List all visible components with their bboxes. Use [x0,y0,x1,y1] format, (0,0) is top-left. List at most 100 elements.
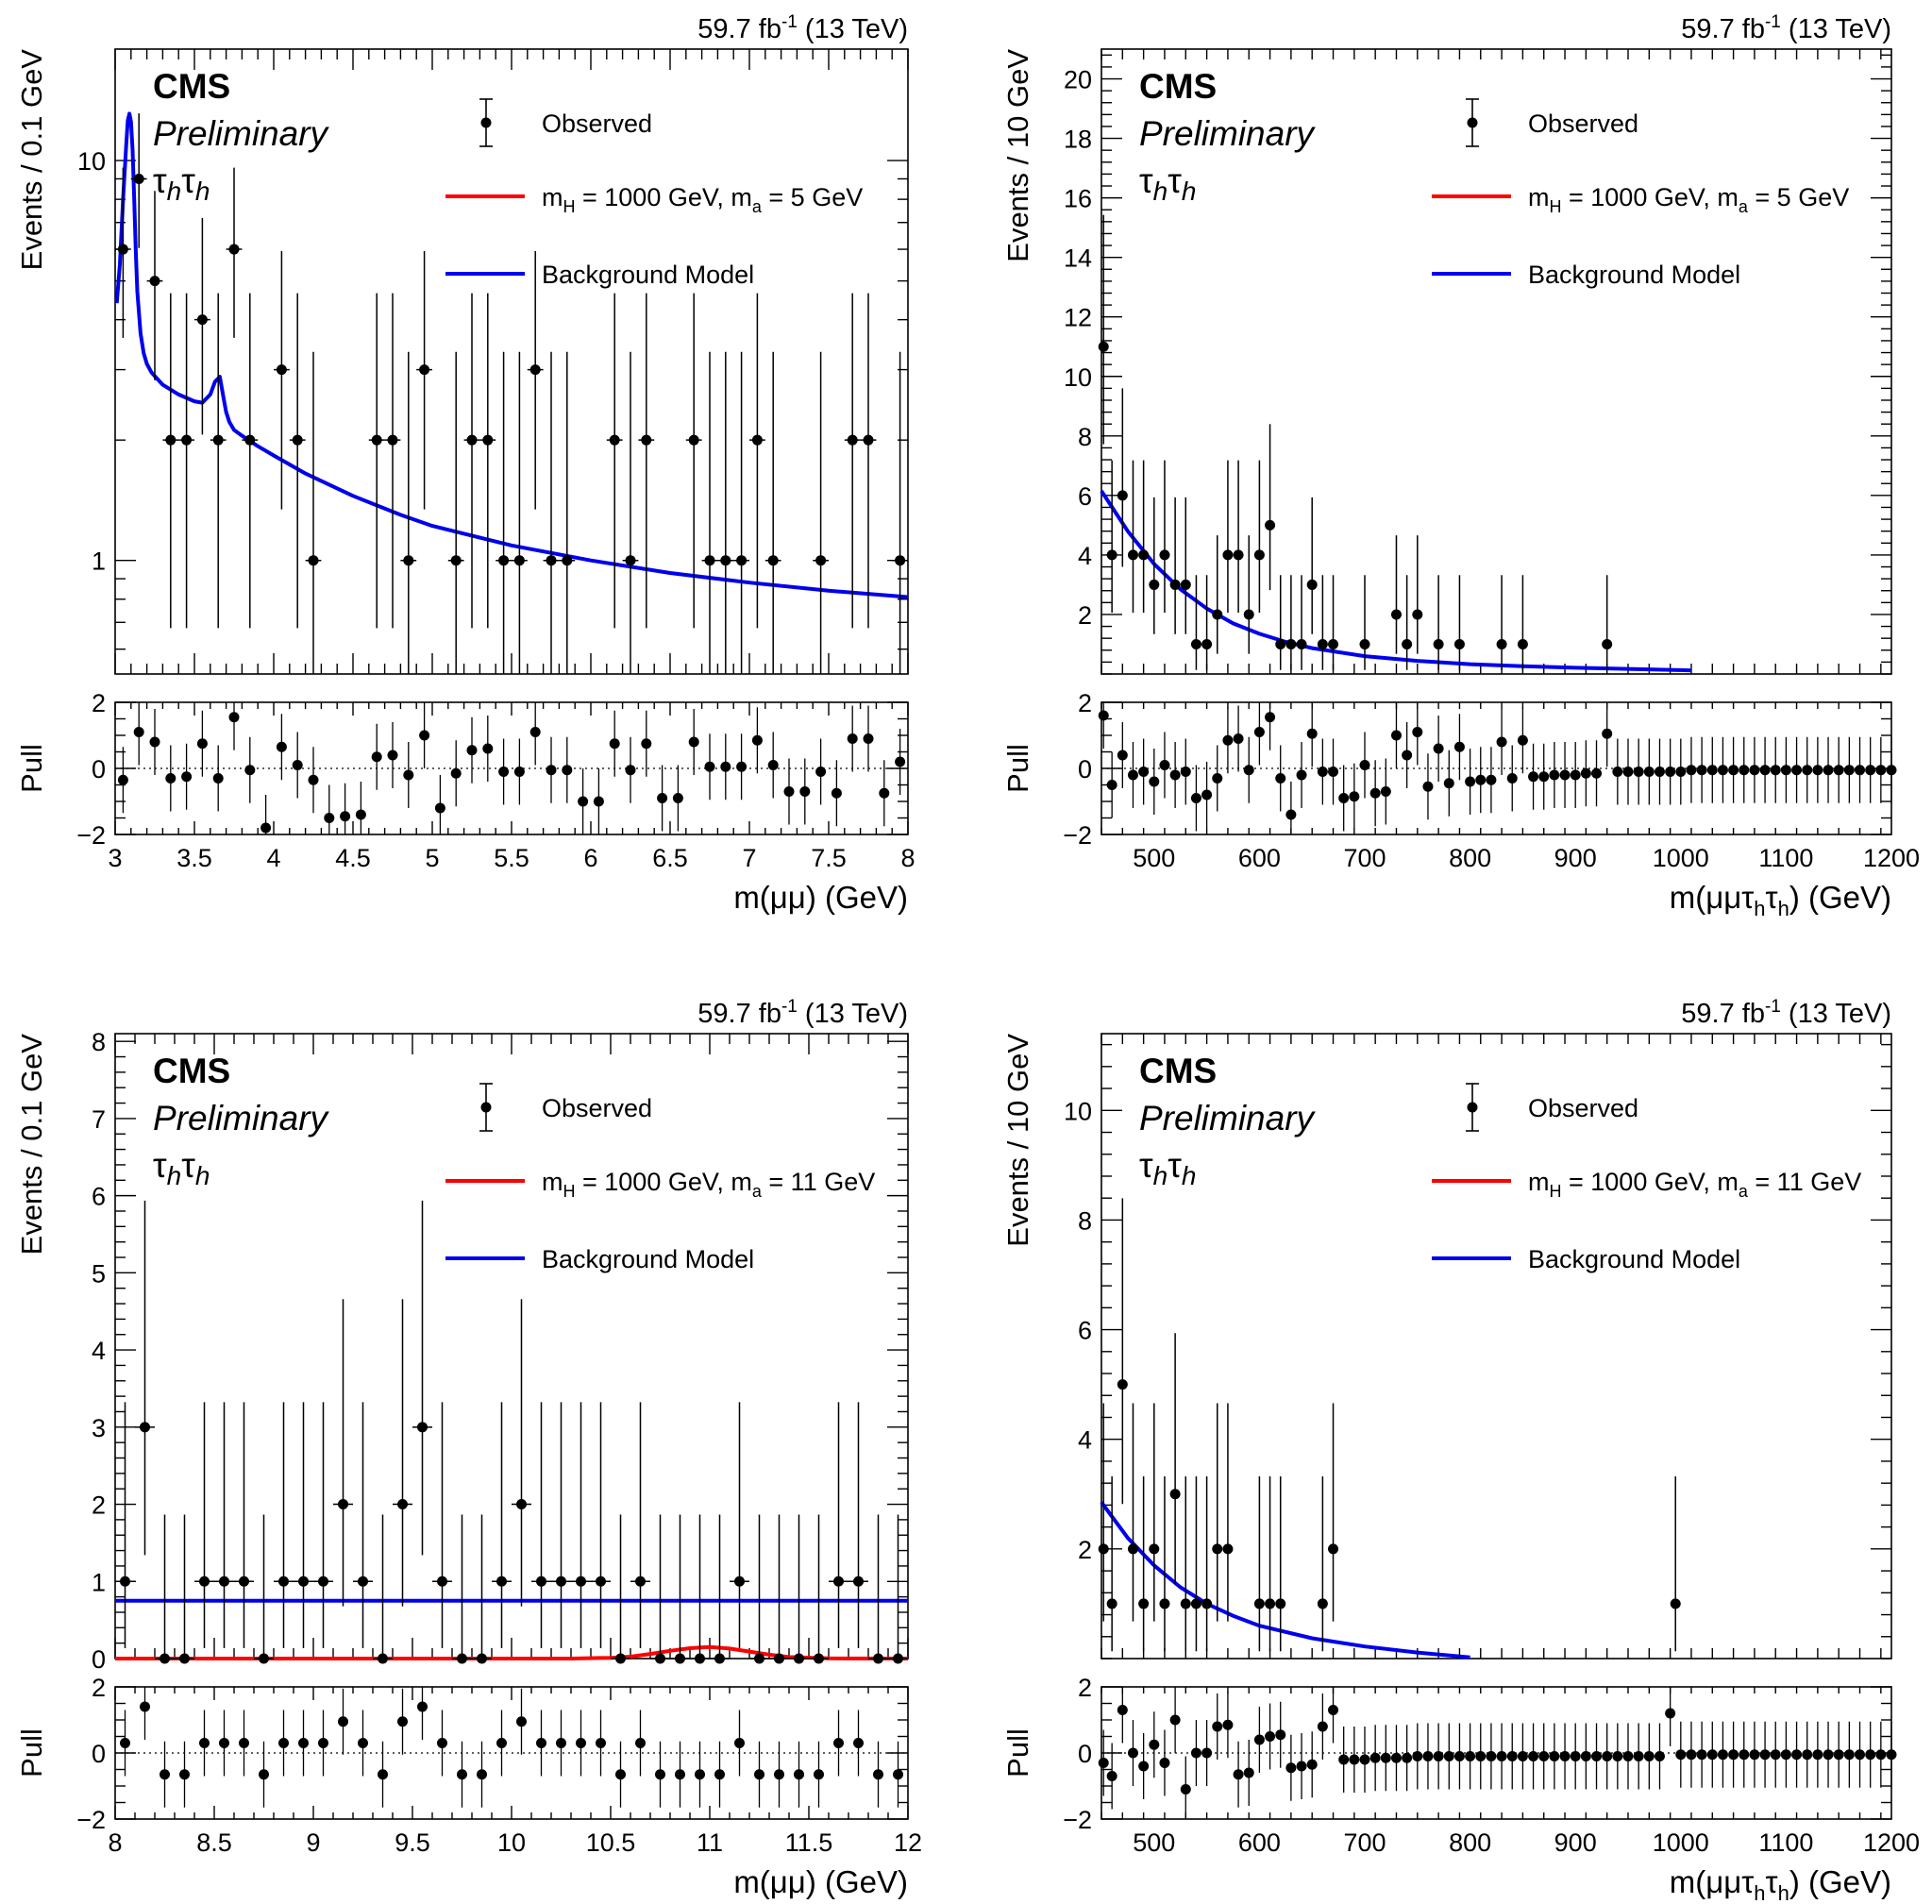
panel-p2: 59.7 fb-1 (13 TeV) 500 600 700 800 900 1000 110… [1001,12,1920,920]
pull-point [1833,1749,1844,1761]
pull-point [1443,778,1454,789]
pull-point [1422,1751,1434,1761]
pull-point [847,733,858,744]
observed-point [219,1575,229,1587]
pull-point [657,793,668,803]
observed-point [1159,1598,1170,1609]
channel-tau: τ [153,161,167,200]
pull-point [477,1769,487,1780]
y-tick-label: 10 [77,147,106,176]
pull-point [1865,1749,1876,1761]
pull-point [675,1769,685,1780]
pull-point [1886,1749,1897,1761]
preliminary-label: Preliminary [1139,1099,1317,1137]
observed-point [1222,549,1234,561]
x-tick-label: 6 [583,844,597,872]
pull-point [1098,710,1109,721]
x-axis-title-part: m(μμτ [1670,880,1755,915]
pull-y-tick-label: 2 [1078,1674,1092,1702]
observed-point [1602,638,1613,649]
observed-point [160,1653,170,1664]
x-axis-title-part: τ [1766,1864,1778,1899]
observed-point [1306,579,1318,590]
pull-point [529,727,541,737]
main-plot-frame [1100,1033,1892,1660]
x-tick-label: 3 [108,844,122,872]
pull-point [1728,765,1739,776]
lumi-label: 59.7 fb-1 (13 TeV) [1681,997,1891,1029]
pull-point [873,1769,883,1780]
pull-point [751,734,763,746]
channel-sub: h [167,177,182,206]
x-axis-title-sub: h [1754,897,1765,920]
pull-point [513,767,525,777]
channel-sub: h [195,1161,210,1190]
cms-label: CMS [1139,67,1217,106]
pull-point [1180,767,1191,777]
observed-point [774,1653,784,1664]
pull-point [578,796,589,807]
pull-point [596,1738,606,1748]
pull-axis-title: Pull [1001,744,1034,793]
pull-point [1865,765,1876,776]
pull-point [714,1769,725,1780]
pull-point [593,796,604,807]
y-tick-label: 16 [1064,185,1092,213]
observed-point [767,555,779,566]
pull-point [672,793,683,803]
pull-point [516,1716,527,1727]
lumi-unit-exponent: -1 [1765,12,1781,32]
channel-tau: τ [181,1146,195,1185]
pull-y-tick-label: 2 [1078,689,1092,717]
pull-point [704,761,715,772]
pull-axis-title: Pull [1001,1728,1034,1778]
x-tick-label: 9 [306,1828,320,1857]
observed-point [397,1499,408,1510]
lumi-label: 59.7 fb-1 (13 TeV) [697,997,908,1029]
legend-observed-marker [1467,1102,1478,1113]
observed-point [1212,1543,1223,1555]
pull-point [799,786,811,797]
observed-point [417,1422,428,1433]
pull-point [1528,1751,1539,1761]
legend-signal-label: mH = 1000 GeV, ma = 11 GeV [1528,1168,1861,1201]
observed-point [244,434,256,446]
pull-point [1127,769,1138,781]
x-axis-title-text: m(μμ) (GeV) [733,1864,908,1899]
pull-point [1602,1751,1613,1761]
x-axis-title: m(μμτhτh) (GeV) [1670,880,1891,920]
pull-point [1654,1751,1665,1761]
observed-point [704,555,715,566]
pull-point [340,811,351,822]
observed-point [655,1653,665,1664]
energy-label: (13 TeV) [1781,14,1891,44]
pull-point [1686,765,1697,776]
x-tick-label: 6.5 [652,844,688,872]
pull-point [1739,1749,1750,1761]
pull-point [1443,1751,1454,1761]
channel-label: τhτh [1139,161,1196,206]
pull-point [1739,765,1750,776]
observed-point [419,364,430,376]
observed-point [1359,638,1370,649]
observed-point [751,434,763,446]
pull-point [1380,1752,1391,1763]
y-tick-label: 1 [92,548,106,576]
y-tick-label: 18 [1064,126,1092,154]
pull-point [1285,809,1297,820]
observed-point [635,1575,646,1587]
pull-point [1159,1758,1170,1768]
pull-point [1496,1751,1507,1761]
x-tick-label: 11.5 [785,1828,833,1857]
pull-point [1517,1751,1528,1761]
y-axis-title: Events / 0.1 GeV [15,1034,48,1255]
pull-point [378,1769,388,1780]
pull-point [1253,727,1265,737]
observed-point [437,1575,447,1587]
observed-point [675,1653,685,1664]
pull-point [1486,774,1497,785]
x-tick-label: 9.5 [395,1828,430,1857]
y-tick-label: 3 [92,1414,106,1442]
observed-point [1180,1598,1191,1609]
